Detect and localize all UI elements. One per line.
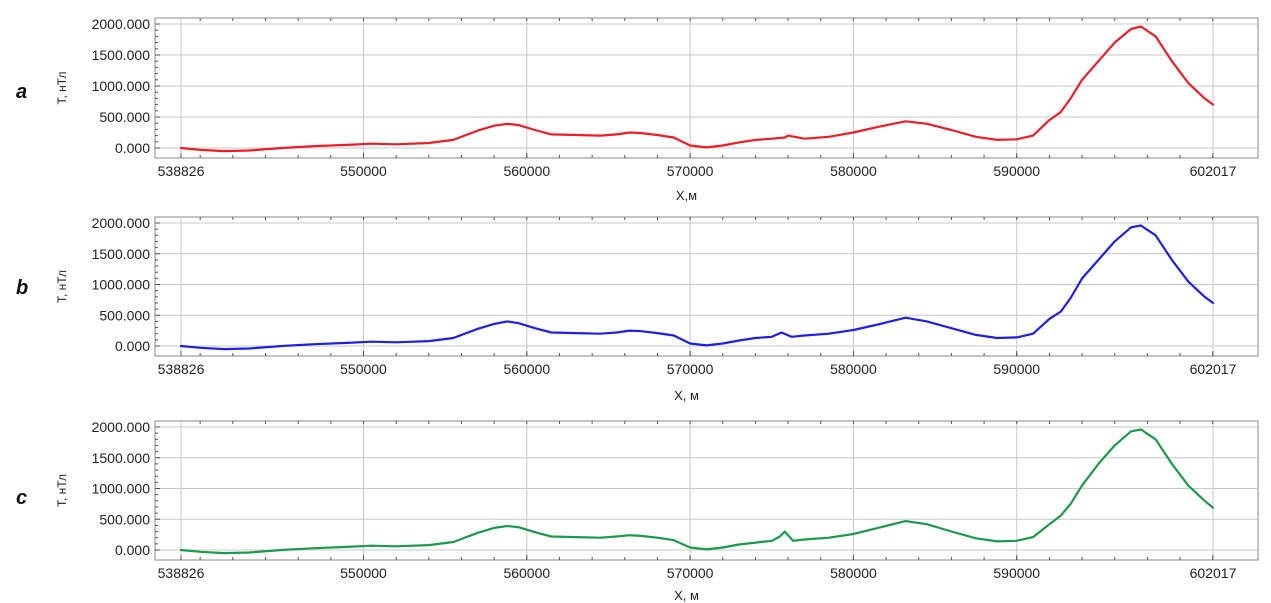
panel-letter: c bbox=[16, 487, 27, 509]
x-tick-label: 570000 bbox=[667, 565, 714, 581]
panel-letter: a bbox=[16, 81, 27, 103]
x-tick-label: 550000 bbox=[340, 361, 387, 377]
x-tick-label: 550000 bbox=[340, 565, 387, 581]
x-tick-label: 570000 bbox=[667, 163, 714, 179]
y-tick-label: 0.000 bbox=[115, 140, 150, 156]
y-tick-label: 1000.000 bbox=[92, 277, 151, 293]
y-tick-label: 0.000 bbox=[115, 338, 150, 354]
x-tick-label: 590000 bbox=[993, 565, 1040, 581]
y-tick-label: 1500.000 bbox=[92, 450, 151, 466]
y-tick-label: 1000.000 bbox=[92, 78, 151, 94]
y-tick-label: 2000.000 bbox=[92, 215, 151, 231]
x-tick-label: 560000 bbox=[503, 361, 550, 377]
y-axis-label: T, нТл bbox=[55, 270, 69, 303]
x-tick-label: 538826 bbox=[158, 361, 205, 377]
y-tick-label: 500.000 bbox=[99, 511, 150, 527]
chart-panel-b: 0.000 500.000 1000.000 1500.000 2000.000 5388… bbox=[16, 215, 1259, 403]
y-tick-label: 500.000 bbox=[99, 307, 150, 323]
y-tick-label: 1500.000 bbox=[92, 246, 151, 262]
x-tick-label: 580000 bbox=[830, 565, 877, 581]
x-tick-label: 538826 bbox=[158, 163, 205, 179]
x-tick-label: 590000 bbox=[993, 163, 1040, 179]
y-tick-label: 1000.000 bbox=[92, 481, 151, 497]
x-axis-label: X, м bbox=[674, 588, 699, 603]
y-axis-label: T, нТл bbox=[55, 474, 69, 507]
series-line-a bbox=[179, 25, 1215, 153]
x-tick-label: 570000 bbox=[667, 361, 714, 377]
plot-area bbox=[154, 216, 1259, 357]
plot-area bbox=[154, 420, 1259, 561]
x-tick-label: 580000 bbox=[830, 163, 877, 179]
x-tick-label: 602017 bbox=[1190, 163, 1237, 179]
x-tick-label: 590000 bbox=[993, 361, 1040, 377]
plot-area bbox=[154, 17, 1259, 159]
x-tick-label: 538826 bbox=[158, 565, 205, 581]
x-tick-label: 560000 bbox=[503, 565, 550, 581]
x-axis-label: X, м bbox=[674, 388, 699, 403]
y-axis-label: T, нТл bbox=[55, 71, 69, 104]
x-axis-label: X,м bbox=[676, 188, 697, 203]
x-tick-label: 602017 bbox=[1190, 565, 1237, 581]
chart-panel-a: 0.000 500.000 1000.000 1500.000 2000.000 5388… bbox=[16, 16, 1259, 203]
x-tick-label: 550000 bbox=[340, 163, 387, 179]
chart-panel-c: 0.000 500.000 1000.000 1500.000 2000.000 5388… bbox=[16, 419, 1259, 603]
panel-letter: b bbox=[16, 277, 28, 299]
x-tick-label: 602017 bbox=[1190, 361, 1237, 377]
y-tick-label: 2000.000 bbox=[92, 16, 151, 32]
y-tick-label: 2000.000 bbox=[92, 419, 151, 435]
x-tick-label: 580000 bbox=[830, 361, 877, 377]
y-tick-label: 1500.000 bbox=[92, 47, 151, 63]
x-tick-label: 560000 bbox=[503, 163, 550, 179]
y-tick-label: 500.000 bbox=[99, 109, 150, 125]
y-tick-label: 0.000 bbox=[115, 542, 150, 558]
series-line-b bbox=[179, 224, 1215, 351]
series-line-c bbox=[179, 428, 1215, 555]
